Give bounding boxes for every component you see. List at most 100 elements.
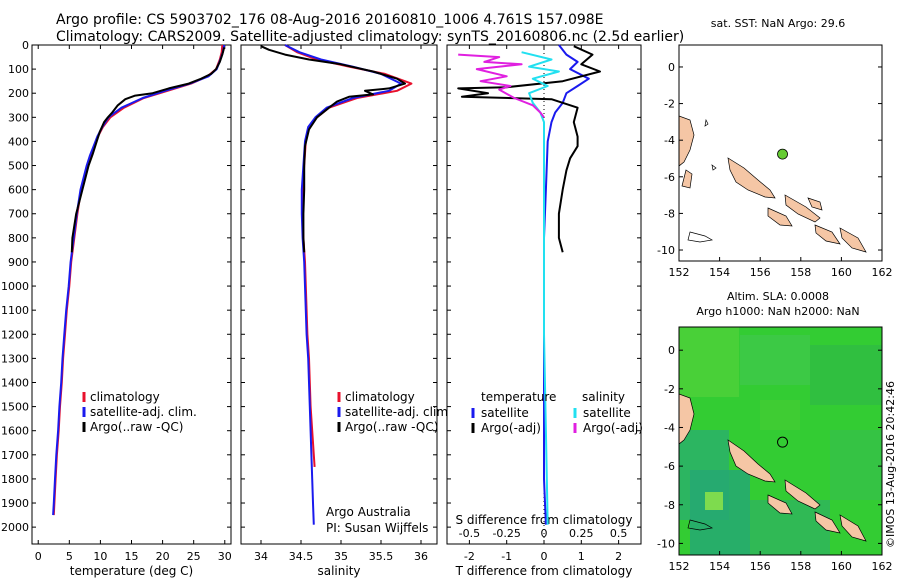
y-tick-label: 0 — [22, 39, 29, 52]
legend-label: Argo(-adj) — [481, 421, 541, 435]
sst-map-land — [679, 115, 867, 253]
y-tick-label: 1400 — [1, 376, 29, 389]
legend-label: Argo(-adj) — [583, 421, 643, 435]
legend-label: satellite-adj. clim. — [345, 405, 452, 419]
y-tick-label: 0 — [668, 61, 675, 74]
figure-title-line1: Argo profile: CS 5903702_176 08-Aug-2016… — [56, 12, 604, 28]
x-tick-label: 34.5 — [289, 550, 314, 563]
y-tick-label: 100 — [8, 63, 29, 76]
series-line — [284, 44, 402, 525]
series-line — [260, 45, 406, 253]
y-tick-label: -6 — [664, 460, 675, 473]
legend-label: Argo(..raw -QC) — [90, 420, 183, 434]
x-tick-label: -1 — [501, 550, 512, 563]
sla-map-title-line1: Altim. SLA: 0.0008 — [727, 290, 829, 303]
salinity-panel: 34 34.5 35 35.5 36 salinity climatologysatelli… — [240, 44, 452, 578]
legend-label: satellite — [481, 406, 529, 420]
x-tick-label: 160 — [831, 266, 852, 279]
x-tick-label: 20 — [156, 550, 170, 563]
sla-map-title-line2: Argo h1000: NaN h2000: NaN — [696, 305, 859, 318]
series-line — [521, 51, 560, 525]
s-axis-label: S difference from climatology — [456, 513, 633, 527]
y-tick-label: 800 — [8, 232, 29, 245]
x-tick-label: 2 — [615, 550, 622, 563]
y-tick-label: 200 — [8, 87, 29, 100]
x-tick-label: 35.5 — [369, 550, 394, 563]
y-tick-label: -2 — [664, 383, 675, 396]
x-tick-label: 154 — [709, 560, 730, 573]
x-tick-label: 158 — [790, 560, 811, 573]
x-tick-label: 152 — [669, 560, 690, 573]
series-line — [70, 47, 226, 253]
figure-title-line2: Climatology: CARS2009. Satellite-adjuste… — [56, 29, 685, 45]
x-tick-label: 162 — [872, 560, 893, 573]
x-tick-label: 15 — [125, 550, 139, 563]
y-tick-label: -4 — [664, 421, 675, 434]
sla-map-frame — [678, 326, 883, 556]
y-tick-label: 1000 — [1, 280, 29, 293]
series-line — [458, 53, 545, 118]
x-tick-label: 10 — [93, 550, 107, 563]
credit-line-1: Argo Australia — [326, 505, 411, 519]
y-tick-label: 500 — [8, 160, 29, 173]
y-tick-label: 600 — [8, 184, 29, 197]
x-tick-label: 35 — [334, 550, 348, 563]
s-tick-label: -0.25 — [492, 527, 520, 540]
x-tick-label: 156 — [750, 560, 771, 573]
y-tick-label: -10 — [657, 537, 675, 550]
y-tick-label: 0 — [668, 344, 675, 357]
x-axis-label: salinity — [317, 564, 360, 578]
credit-line-2: PI: Susan Wijffels — [326, 521, 428, 535]
y-tick-label: -10 — [657, 244, 675, 257]
x-tick-label: 1 — [578, 550, 585, 563]
imos-timestamp: ©IMOS 13-Aug-2016 20:42:46 — [884, 381, 897, 548]
y-tick-label: -6 — [664, 171, 675, 184]
y-tick-label: 1200 — [1, 328, 29, 341]
y-tick-label: 300 — [8, 111, 29, 124]
plot-frame — [31, 44, 232, 545]
sla-map-shading — [679, 327, 882, 555]
x-tick-label: 158 — [790, 266, 811, 279]
x-tick-label: 0 — [541, 550, 548, 563]
sst-map-frame — [678, 44, 883, 262]
y-tick-label: 1100 — [1, 304, 29, 317]
legend-heading: temperature — [481, 390, 556, 404]
y-tick-label: -8 — [664, 499, 675, 512]
legend-heading: salinity — [582, 390, 625, 404]
x-tick-label: 152 — [669, 266, 690, 279]
y-tick-label: 1800 — [1, 473, 29, 486]
x-tick-label: 36 — [414, 550, 428, 563]
plot-frame — [240, 44, 438, 545]
y-tick-label: 1300 — [1, 352, 29, 365]
x-tick-label: 156 — [750, 266, 771, 279]
legend-label: Argo(..raw -QC) — [345, 420, 438, 434]
x-axis-label: T difference from climatology — [455, 564, 633, 578]
s-tick-label: 0 — [541, 527, 548, 540]
s-tick-label: 0.5 — [610, 527, 628, 540]
y-tick-label: -4 — [664, 134, 675, 147]
argo-location-marker — [777, 148, 788, 160]
difference-panel: -2 -1 0 1 2T difference from climatology -0.5… — [446, 44, 643, 578]
sst-map-title: sat. SST: NaN Argo: 29.6 — [711, 17, 845, 30]
y-tick-label: -2 — [664, 98, 675, 111]
y-tick-label: 1600 — [1, 425, 29, 438]
x-axis-label: temperature (deg C) — [70, 564, 193, 578]
y-tick-label: 1900 — [1, 497, 29, 510]
y-tick-label: 1700 — [1, 449, 29, 462]
sla-map-ticks: 152 154 156 158 160 162 0 -2 -4 -6 -8 -10 — [657, 344, 892, 573]
s-tick-label: -0.5 — [459, 527, 480, 540]
sst-map: 152 154 156 158 160 162 0 -2 -4 -6 -8 -10 — [657, 44, 893, 279]
x-tick-label: 0 — [35, 550, 42, 563]
y-tick-label: 700 — [8, 208, 29, 221]
x-tick-label: 25 — [187, 550, 201, 563]
legend-label: climatology — [345, 390, 415, 404]
y-tick-label: 2000 — [1, 521, 29, 534]
legend-label: satellite — [583, 406, 631, 420]
argo-location-ring — [777, 436, 789, 448]
y-tick-label: 400 — [8, 135, 29, 148]
x-tick-label: 160 — [831, 560, 852, 573]
legend-label: satellite-adj. clim. — [90, 405, 197, 419]
x-tick-label: 162 — [872, 266, 893, 279]
y-tick-label: -8 — [664, 207, 675, 220]
